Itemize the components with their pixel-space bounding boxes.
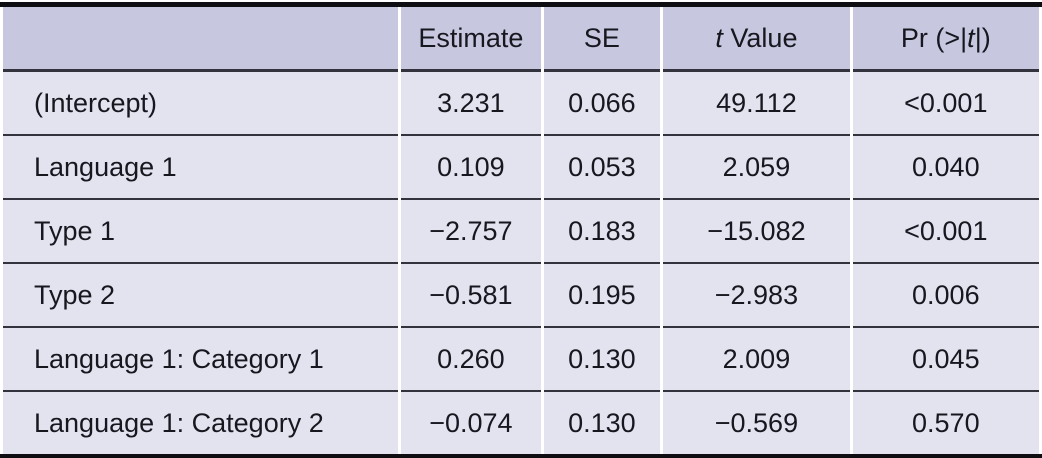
header-row: Estimate SE t Value Pr (>|t|) bbox=[3, 7, 1039, 72]
table-row: Type 2 −0.581 0.195 −2.983 0.006 bbox=[3, 264, 1039, 328]
cell-t_value: 2.009 bbox=[663, 328, 850, 392]
header-cell-estimate: Estimate bbox=[401, 7, 541, 72]
cell-term: Type 1 bbox=[3, 200, 399, 264]
header-label-pr-part-2: |) bbox=[974, 22, 991, 53]
cell-t_value: −15.082 bbox=[663, 200, 850, 264]
cell-se: 0.183 bbox=[543, 200, 661, 264]
table-body: (Intercept) 3.231 0.066 49.112 <0.001 Languag… bbox=[3, 72, 1039, 454]
cell-pr: <0.001 bbox=[852, 72, 1039, 136]
cell-se: 0.066 bbox=[543, 72, 661, 136]
cell-term: (Intercept) bbox=[3, 72, 399, 136]
table-row: Language 1 0.109 0.053 2.059 0.040 bbox=[3, 136, 1039, 200]
cell-pr: <0.001 bbox=[852, 200, 1039, 264]
header-label-pr-part-0: Pr (>| bbox=[900, 22, 968, 53]
cell-estimate: −2.757 bbox=[401, 200, 541, 264]
cell-se: 0.130 bbox=[543, 392, 661, 454]
cell-t_value: 2.059 bbox=[663, 136, 850, 200]
table-header: Estimate SE t Value Pr (>|t|) bbox=[3, 7, 1039, 72]
cell-pr: 0.045 bbox=[852, 328, 1039, 392]
cell-term: Language 1: Category 1 bbox=[3, 328, 399, 392]
cell-term: Language 1: Category 2 bbox=[3, 392, 399, 454]
header-label-t_value-part-0: t bbox=[715, 22, 723, 53]
header-label-t_value-part-1: Value bbox=[722, 22, 798, 53]
cell-se: 0.195 bbox=[543, 264, 661, 328]
header-cell-pr: Pr (>|t|) bbox=[852, 7, 1039, 72]
table-row: Language 1: Category 1 0.260 0.130 2.009 0.0… bbox=[3, 328, 1039, 392]
cell-t_value: 49.112 bbox=[663, 72, 850, 136]
cell-estimate: 3.231 bbox=[401, 72, 541, 136]
header-cell-t_value: t Value bbox=[663, 7, 850, 72]
header-label-se-part-0: SE bbox=[583, 22, 620, 53]
cell-pr: 0.570 bbox=[852, 392, 1039, 454]
cell-t_value: −2.983 bbox=[663, 264, 850, 328]
table-row: Type 1 −2.757 0.183 −15.082 <0.001 bbox=[3, 200, 1039, 264]
cell-term: Language 1 bbox=[3, 136, 399, 200]
cell-pr: 0.040 bbox=[852, 136, 1039, 200]
cell-estimate: 0.260 bbox=[401, 328, 541, 392]
cell-estimate: 0.109 bbox=[401, 136, 541, 200]
table-row: Language 1: Category 2 −0.074 0.130 −0.569 0… bbox=[3, 392, 1039, 454]
cell-t_value: −0.569 bbox=[663, 392, 850, 454]
cell-estimate: −0.074 bbox=[401, 392, 541, 454]
cell-pr: 0.006 bbox=[852, 264, 1039, 328]
cell-se: 0.130 bbox=[543, 328, 661, 392]
cell-term: Type 2 bbox=[3, 264, 399, 328]
table-row: (Intercept) 3.231 0.066 49.112 <0.001 bbox=[3, 72, 1039, 136]
header-label-estimate-part-0: Estimate bbox=[418, 22, 524, 53]
header-cell-se: SE bbox=[543, 7, 661, 72]
header-cell-term bbox=[3, 7, 399, 72]
header-label-pr-part-1: t bbox=[967, 22, 975, 53]
cell-estimate: −0.581 bbox=[401, 264, 541, 328]
cell-se: 0.053 bbox=[543, 136, 661, 200]
